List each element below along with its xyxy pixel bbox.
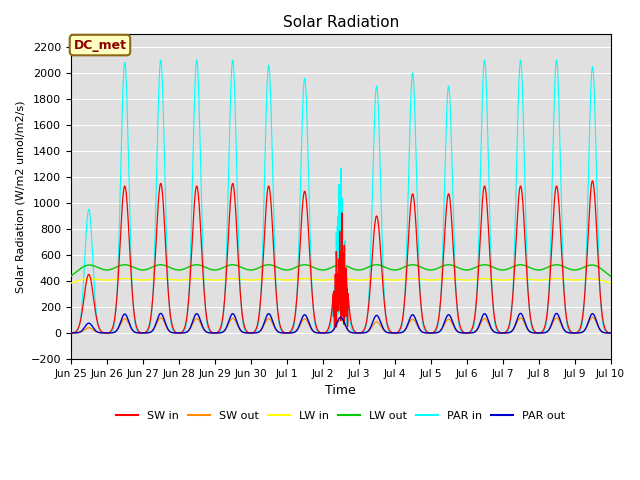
Legend: SW in, SW out, LW in, LW out, PAR in, PAR out: SW in, SW out, LW in, LW out, PAR in, PA… xyxy=(111,407,570,426)
X-axis label: Time: Time xyxy=(325,384,356,397)
Text: DC_met: DC_met xyxy=(74,38,127,51)
Title: Solar Radiation: Solar Radiation xyxy=(282,15,399,30)
Y-axis label: Solar Radiation (W/m2 umol/m2/s): Solar Radiation (W/m2 umol/m2/s) xyxy=(15,100,25,293)
